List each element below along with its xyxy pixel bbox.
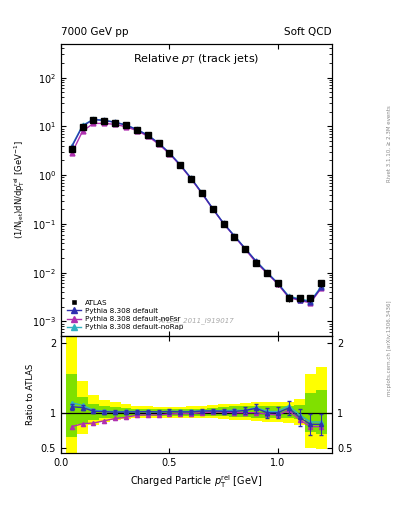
Y-axis label: (1/N$_{\rm jet}$)dN/dp$^{\rm rel}_{\rm T}$ [GeV$^{-1}$]: (1/N$_{\rm jet}$)dN/dp$^{\rm rel}_{\rm T… — [12, 140, 26, 239]
Text: Rivet 3.1.10, ≥ 2.3M events: Rivet 3.1.10, ≥ 2.3M events — [387, 105, 392, 182]
Y-axis label: Ratio to ATLAS: Ratio to ATLAS — [26, 364, 35, 425]
Legend: ATLAS, Pythia 8.308 default, Pythia 8.308 default-noFsr, Pythia 8.308 default-no: ATLAS, Pythia 8.308 default, Pythia 8.30… — [64, 297, 185, 332]
Text: 7000 GeV pp: 7000 GeV pp — [61, 27, 129, 37]
Text: mcplots.cern.ch [arXiv:1306.3436]: mcplots.cern.ch [arXiv:1306.3436] — [387, 301, 392, 396]
Text: Relative $p_{T}$ (track jets): Relative $p_{T}$ (track jets) — [133, 52, 260, 66]
Text: ATLAS_2011_I919017: ATLAS_2011_I919017 — [159, 317, 234, 325]
X-axis label: Charged Particle $p^{\rm rel}_{\rm T}$ [GeV]: Charged Particle $p^{\rm rel}_{\rm T}$ [… — [130, 474, 263, 490]
Text: Soft QCD: Soft QCD — [285, 27, 332, 37]
